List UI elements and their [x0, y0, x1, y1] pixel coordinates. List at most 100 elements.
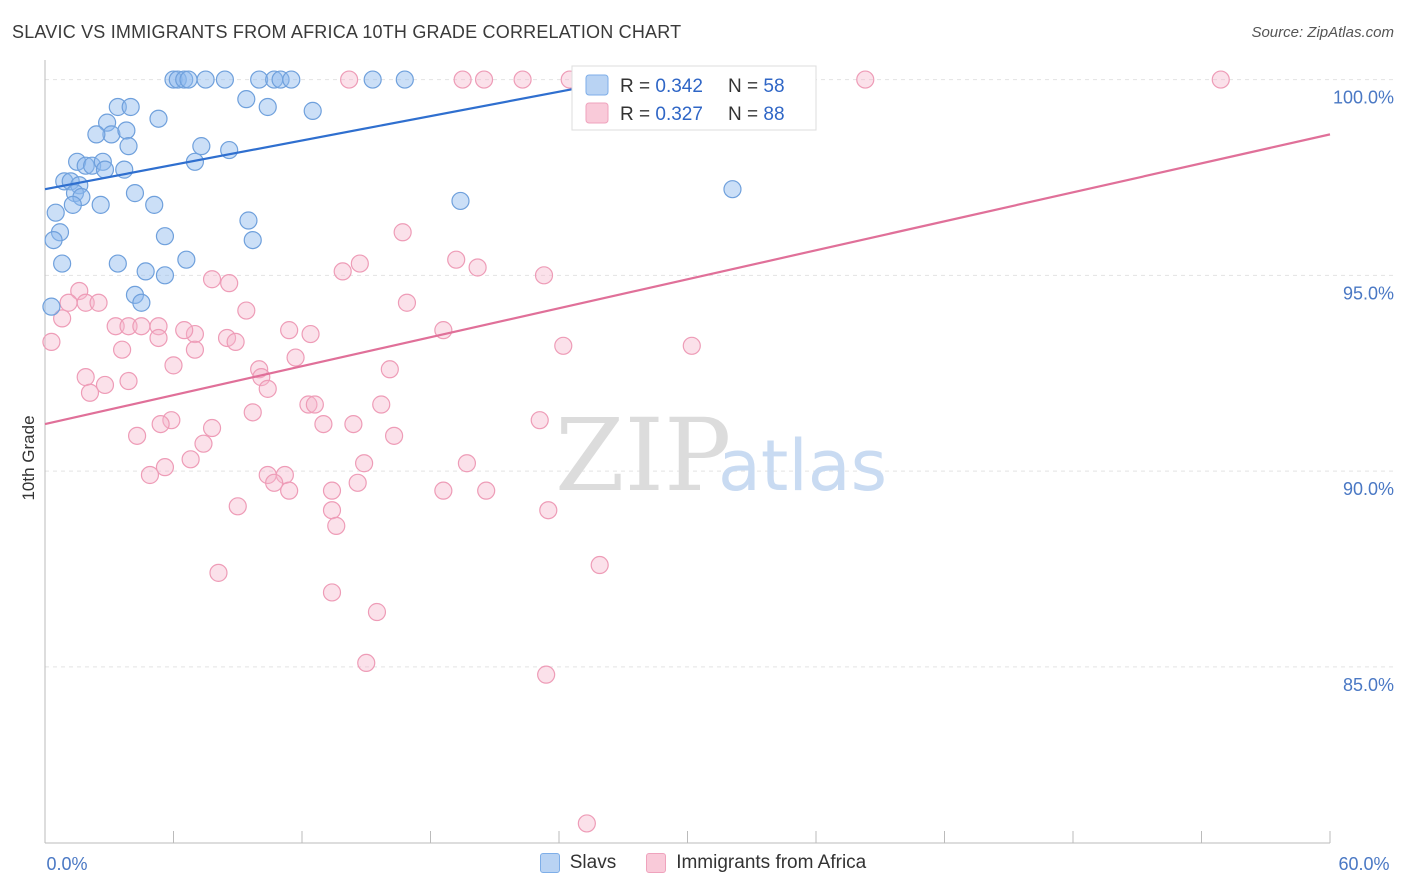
point-immigrants-56: [151, 414, 170, 434]
point-immigrants-72: [322, 481, 342, 500]
point-immigrants-87: [577, 814, 596, 833]
point-immigrants-54: [372, 395, 391, 414]
point-slavs-6: [250, 70, 269, 89]
point-slavs-41: [145, 195, 164, 214]
y-tick-label-0: 100.0%: [1333, 88, 1394, 108]
point-immigrants-11: [350, 254, 369, 273]
legend-label-slavs: Slavs: [569, 852, 617, 873]
point-slavs-16: [258, 97, 277, 117]
point-slavs-50: [53, 254, 72, 273]
point-immigrants-18: [59, 293, 78, 312]
point-immigrants-0: [340, 70, 359, 89]
x-tick-labels: 0.0% 60.0%: [46, 854, 1389, 874]
point-immigrants-48: [95, 375, 115, 395]
point-immigrants-23: [53, 309, 72, 328]
point-immigrants-1: [453, 70, 472, 89]
point-slavs-51: [108, 254, 127, 273]
watermark: ZIP atlas: [555, 397, 887, 514]
point-slavs-3: [179, 70, 198, 89]
point-immigrants-76: [477, 481, 496, 500]
point-slavs-56: [132, 293, 151, 312]
point-immigrants-78: [539, 501, 558, 520]
legend-box: [571, 65, 817, 131]
point-slavs-40: [63, 195, 82, 214]
point-slavs-5: [215, 70, 234, 89]
legend-swatch-immigrants-bottom: [646, 853, 667, 873]
point-immigrants-63: [194, 434, 213, 453]
svg-text:R = 0.327: R = 0.327: [620, 104, 703, 125]
point-immigrants-24: [106, 317, 125, 336]
series-slavs-points: [42, 70, 742, 316]
point-slavs-57: [42, 297, 61, 316]
point-slavs-52: [136, 262, 155, 281]
legend-swatch-immigrants: [585, 102, 609, 124]
legend-swatch-slavs: [585, 74, 609, 96]
point-immigrants-36: [42, 332, 61, 351]
legend-r-value-slavs: 0.342: [655, 76, 703, 97]
point-immigrants-85: [357, 653, 376, 673]
point-immigrants-12: [447, 250, 466, 269]
stats-legend: R = 0.342 N = 58 R = 0.327 N = 88: [571, 65, 817, 131]
point-slavs-18: [98, 113, 117, 132]
legend-r-label-slavs: R =: [620, 76, 655, 97]
point-immigrants-26: [132, 317, 151, 336]
point-slavs-17: [303, 101, 322, 120]
point-slavs-26: [68, 152, 87, 171]
point-immigrants-16: [220, 274, 239, 293]
point-immigrants-37: [112, 340, 132, 359]
legend-r-label-immigrants: R =: [620, 104, 655, 125]
point-slavs-0: [164, 70, 183, 89]
point-immigrants-82: [209, 563, 228, 582]
svg-text:N = 58: N = 58: [728, 76, 785, 97]
point-slavs-24: [192, 137, 211, 156]
point-slavs-54: [155, 266, 175, 285]
source-label: Source: ZipAtlas.com: [1251, 24, 1394, 41]
point-slavs-11: [395, 70, 414, 89]
legend-n-label-slavs: N =: [728, 76, 763, 97]
point-slavs-38: [125, 184, 145, 203]
point-immigrants-29: [175, 321, 194, 340]
point-immigrants-38: [185, 340, 205, 359]
point-immigrants-21: [237, 301, 256, 320]
x-tick-label-1: 60.0%: [1338, 854, 1389, 874]
point-immigrants-9: [393, 223, 412, 242]
point-immigrants-47: [119, 371, 138, 391]
point-immigrants-49: [80, 383, 100, 402]
point-immigrants-31: [226, 332, 245, 351]
legend-n-value-immigrants: 88: [763, 104, 784, 125]
point-slavs-8: [271, 70, 290, 89]
y-tick-label-3: 85.0%: [1343, 675, 1394, 695]
point-slavs-23: [119, 137, 138, 156]
point-slavs-53: [177, 250, 196, 269]
point-slavs-42: [451, 191, 470, 211]
legend-item-immigrants[interactable]: Immigrants from Africa: [646, 852, 866, 874]
legend-n-value-slavs: 58: [763, 76, 784, 97]
legend-label-immigrants: Immigrants from Africa: [676, 852, 867, 873]
point-slavs-9: [282, 70, 301, 89]
point-immigrants-50: [243, 403, 262, 422]
point-immigrants-13: [468, 258, 487, 277]
point-slavs-20: [117, 121, 136, 140]
point-slavs-45: [239, 211, 258, 230]
y-axis-label: 10th Grade: [19, 415, 38, 500]
point-immigrants-73: [348, 473, 367, 492]
point-immigrants-65: [155, 458, 175, 477]
point-slavs-44: [46, 203, 65, 222]
point-immigrants-58: [314, 414, 333, 434]
point-immigrants-43: [380, 360, 399, 379]
point-slavs-22: [87, 125, 106, 144]
legend-item-slavs[interactable]: Slavs: [539, 852, 617, 874]
point-slavs-1: [168, 70, 187, 89]
point-immigrants-2: [474, 70, 494, 89]
point-immigrants-22: [397, 293, 417, 312]
watermark-atlas: atlas: [718, 425, 887, 507]
point-immigrants-28: [185, 324, 205, 344]
point-immigrants-80: [327, 516, 346, 535]
point-slavs-10: [363, 70, 382, 89]
point-immigrants-33: [301, 324, 320, 344]
point-immigrants-79: [228, 497, 247, 516]
point-immigrants-25: [119, 317, 138, 336]
point-immigrants-52: [299, 395, 318, 414]
point-immigrants-17: [70, 281, 89, 301]
chart-title: SLAVIC VS IMMIGRANTS FROM AFRICA 10TH GR…: [12, 22, 682, 42]
